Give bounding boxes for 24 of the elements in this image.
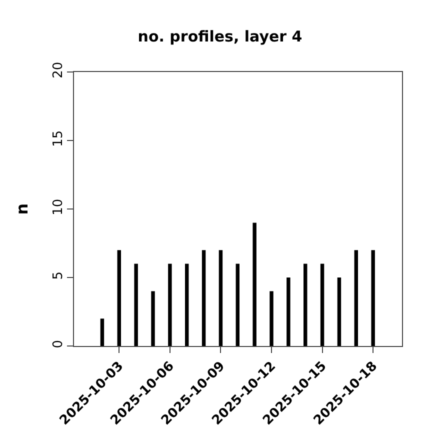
bar [100, 318, 104, 346]
bar [134, 264, 138, 346]
bar [320, 264, 324, 346]
bar [151, 291, 155, 346]
y-tick-label: 0 [50, 340, 66, 348]
bar [371, 250, 375, 346]
y-tick-label: 15 [50, 130, 66, 147]
bar [117, 250, 122, 346]
y-tick-label: 5 [50, 271, 66, 280]
bar [202, 250, 206, 346]
bar [185, 264, 189, 346]
y-axis-title: n [12, 203, 32, 215]
bar [168, 264, 172, 346]
chart-title: no. profiles, layer 4 [138, 27, 302, 46]
bar [218, 250, 223, 346]
y-tick-label: 20 [50, 62, 66, 78]
bar [286, 278, 290, 346]
bar [236, 264, 240, 346]
bar [337, 278, 342, 346]
bar [270, 291, 274, 346]
bar [252, 222, 256, 346]
bar [354, 250, 358, 346]
y-tick-label: 10 [50, 198, 66, 216]
bar [304, 264, 308, 346]
